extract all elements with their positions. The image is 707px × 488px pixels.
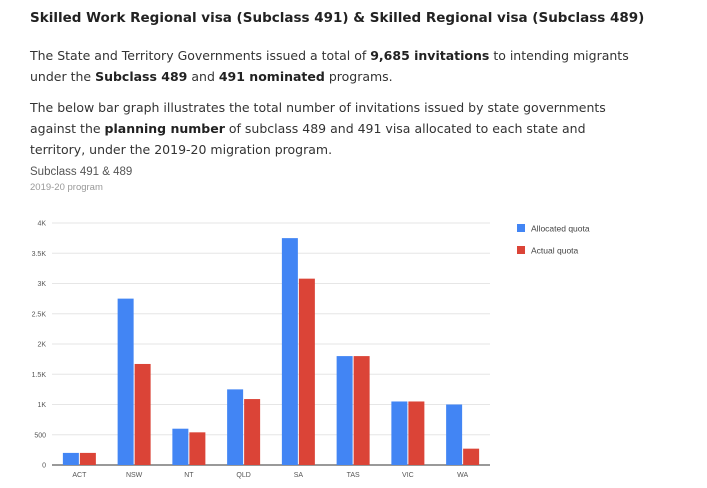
x-tick-label: NSW xyxy=(126,472,143,479)
page-title: Skilled Work Regional visa (Subclass 491… xyxy=(30,10,645,26)
explanation-paragraph: The below bar graph illustrates the tota… xyxy=(30,97,630,160)
y-tick-label: 0 xyxy=(42,463,46,470)
subclass-489-label: Subclass 489 xyxy=(95,69,188,84)
bar-actual-act xyxy=(79,452,96,465)
bar-allocated-wa xyxy=(446,404,463,465)
legend-swatch-allocated xyxy=(517,224,525,232)
bar-allocated-tas xyxy=(336,356,353,465)
explanation-text-1: The below bar graph illustrates the tota… xyxy=(30,100,606,136)
intro-text-2: to intending migrants under the xyxy=(30,48,629,84)
bar-actual-sa xyxy=(298,278,315,465)
bar-actual-nsw xyxy=(134,363,151,465)
bar-allocated-nsw xyxy=(117,298,134,465)
y-tick-label: 4K xyxy=(37,221,46,228)
intro-paragraph: The State and Territory Governments issu… xyxy=(30,45,630,87)
y-tick-label: 2.5K xyxy=(32,311,47,318)
legend-swatch-actual xyxy=(517,246,525,254)
legend-label-actual: Actual quota xyxy=(531,246,579,256)
invitations-total: 9,685 invitations xyxy=(370,48,490,63)
bar-allocated-qld xyxy=(227,389,244,465)
y-tick-label: 3.5K xyxy=(32,251,47,258)
bar-actual-tas xyxy=(353,356,370,465)
explanation-text-2: of subclass 489 and 491 visa allocated t… xyxy=(30,121,586,157)
x-tick-label: NT xyxy=(184,472,194,479)
legend-label-allocated: Allocated quota xyxy=(531,224,590,234)
bar-allocated-act xyxy=(62,452,79,465)
x-tick-label: QLD xyxy=(236,472,250,479)
y-tick-label: 500 xyxy=(34,432,46,439)
y-tick-label: 1K xyxy=(37,402,46,409)
x-tick-label: WA xyxy=(457,472,468,479)
y-tick-label: 2K xyxy=(37,342,46,349)
bar-actual-vic xyxy=(408,401,425,465)
intro-text-4: programs. xyxy=(324,69,393,84)
bar-allocated-nt xyxy=(172,428,189,465)
subclass-491-label: 491 nominated xyxy=(218,69,325,84)
bar-allocated-vic xyxy=(391,401,408,465)
bar-actual-qld xyxy=(244,399,261,465)
x-tick-label: SA xyxy=(294,472,304,479)
intro-text-1: The State and Territory Governments issu… xyxy=(30,48,371,63)
x-tick-label: ACT xyxy=(72,472,87,479)
bar-actual-wa xyxy=(463,448,480,465)
planning-number-label: planning number xyxy=(104,121,225,136)
chart-header: Subclass 491 & 489 2019-20 program xyxy=(30,166,132,193)
y-tick-label: 1.5K xyxy=(32,372,47,379)
chart-title: Subclass 491 & 489 xyxy=(30,166,133,178)
y-tick-label: 3K xyxy=(37,281,46,288)
bar-actual-nt xyxy=(189,432,206,465)
x-tick-label: VIC xyxy=(402,472,414,479)
intro-text-3: and xyxy=(187,69,219,84)
x-tick-label: TAS xyxy=(347,472,360,479)
chart-subtitle: 2019-20 program xyxy=(30,182,103,193)
bar-allocated-sa xyxy=(281,238,298,465)
